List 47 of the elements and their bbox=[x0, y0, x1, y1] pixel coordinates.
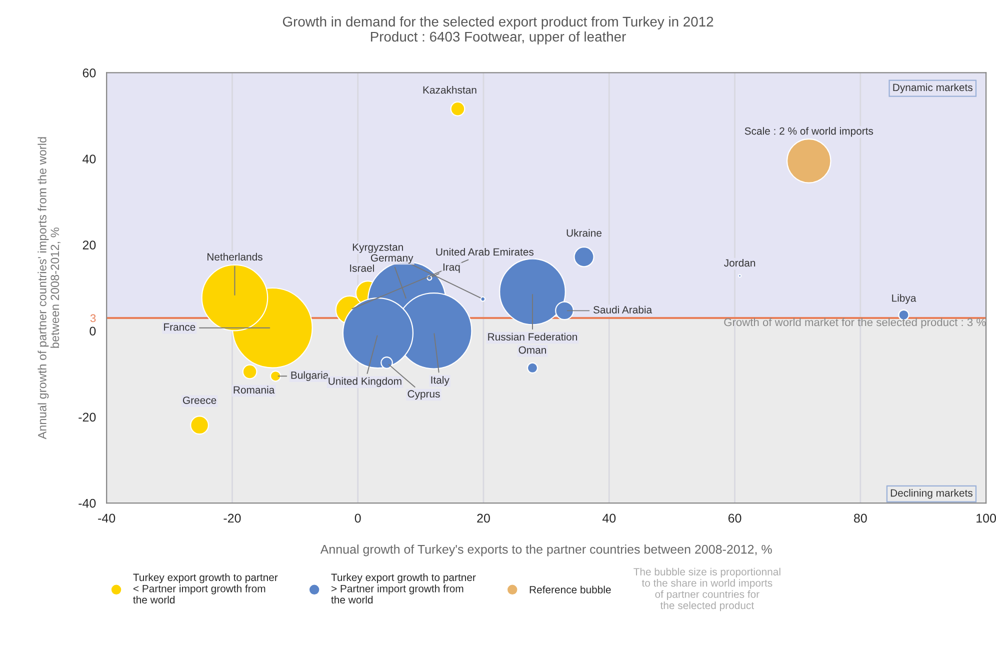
x-tick-label: 60 bbox=[728, 514, 742, 523]
chart-subtitle: Product : 6403 Footwear, upper of leather bbox=[370, 31, 626, 44]
annotation: Romania bbox=[234, 386, 275, 394]
annotation: Netherlands bbox=[207, 252, 262, 261]
x-tick-label: 0 bbox=[354, 514, 361, 523]
annotation: Italy bbox=[431, 376, 450, 386]
x-tick-label: 40 bbox=[602, 514, 616, 523]
annotation: Oman bbox=[518, 346, 546, 354]
annotation: Bulgaria bbox=[291, 371, 329, 381]
chart-title: Growth in demand for the selected export product from Turkey in 2012 bbox=[282, 16, 714, 30]
y-tick-label: -40 bbox=[78, 498, 96, 508]
y-tick-label: 40 bbox=[82, 154, 96, 164]
annotation: Kazakhstan bbox=[423, 86, 476, 94]
y-axis-title: Annual growth of partner countries' imports from the world between 2008-2012, % bbox=[38, 137, 60, 440]
annotation: Germany bbox=[370, 254, 414, 264]
annotation: France bbox=[164, 323, 196, 331]
annotation: United Arab Emirates bbox=[436, 248, 534, 256]
legend-label: Reference bubble bbox=[530, 586, 611, 594]
x-tick-label: -40 bbox=[98, 514, 116, 523]
annotation: Ukraine bbox=[566, 229, 602, 237]
legend-label: Turkey export growth to partner > Partner import growth from the world bbox=[331, 573, 476, 604]
ref-line-label: Growth of world market for the selected product : 3 % bbox=[724, 318, 986, 328]
y-tick-label: 60 bbox=[82, 68, 96, 78]
annotation: Declining markets bbox=[890, 489, 972, 499]
y-tick-label: -20 bbox=[78, 412, 96, 422]
annotation: Scale : 2 % of world imports bbox=[744, 127, 874, 137]
y-tick-label: 20 bbox=[82, 240, 96, 250]
annotation: Russian Federation bbox=[488, 332, 577, 341]
y-tick-label: 3 bbox=[90, 314, 96, 322]
x-tick-label: -20 bbox=[224, 514, 241, 523]
annotation: Kyrgyzstan bbox=[352, 244, 403, 253]
y-tick-label: 0 bbox=[90, 326, 96, 336]
annotation: Jordan bbox=[724, 258, 756, 267]
annotation: Cyprus bbox=[408, 390, 440, 400]
x-axis-title: Annual growth of Turkey's exports to the partner countries between 2008-2012, % bbox=[320, 544, 772, 556]
annotation: Israel bbox=[350, 264, 374, 272]
annotation: Dynamic markets bbox=[893, 83, 972, 94]
text: The bubble size is proportionnal to the share in world imports of partner countries for the selected product bbox=[634, 568, 780, 612]
annotation: Saudi Arabia bbox=[593, 306, 652, 314]
x-tick-label: 20 bbox=[477, 514, 490, 523]
x-tick-label: 80 bbox=[854, 514, 867, 523]
legend-label: Turkey export growth to partner < Partner import growth from the world bbox=[133, 573, 278, 604]
annotation: Iraq bbox=[443, 264, 460, 273]
annotation: United Kingdom bbox=[328, 377, 402, 387]
annotation: Libya bbox=[892, 294, 916, 304]
annotation: Greece bbox=[182, 396, 216, 404]
x-tick-label: 100 bbox=[976, 514, 996, 523]
